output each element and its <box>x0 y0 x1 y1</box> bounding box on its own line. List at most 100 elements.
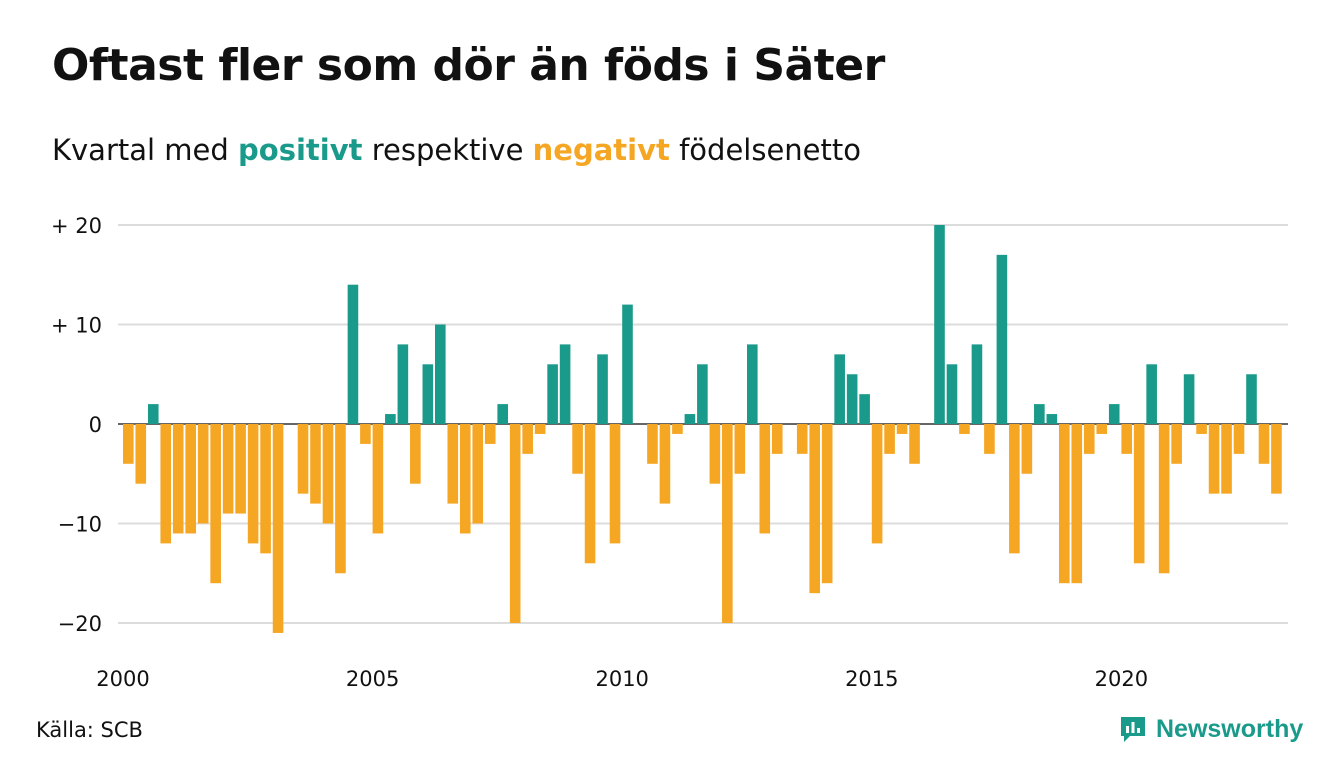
bar <box>1034 404 1045 424</box>
bar <box>959 424 970 434</box>
y-tick-label: + 10 <box>51 314 102 338</box>
bar <box>871 424 883 544</box>
bar <box>147 404 159 424</box>
bar <box>472 424 484 524</box>
bar <box>197 424 209 524</box>
bar <box>1021 424 1033 474</box>
bar <box>659 424 671 504</box>
chart-subtitle: Kvartal med positivt respektive negativt… <box>52 133 861 167</box>
bar <box>1009 424 1020 554</box>
bar <box>647 424 658 464</box>
subtitle-suffix: födelsenetto <box>669 133 861 167</box>
bar <box>397 344 409 424</box>
bar <box>435 324 446 424</box>
bar <box>322 424 334 524</box>
bar <box>909 424 920 464</box>
bar <box>484 424 496 444</box>
bar <box>796 424 808 454</box>
bar <box>859 394 870 424</box>
bar <box>459 424 471 534</box>
bar <box>996 254 1008 424</box>
bar <box>834 354 845 424</box>
bar <box>547 364 558 424</box>
bar <box>410 424 421 484</box>
bars <box>123 225 1282 633</box>
x-tick-label: 2010 <box>595 667 648 691</box>
bar <box>335 424 346 574</box>
bar <box>622 304 633 424</box>
bar <box>534 424 546 434</box>
y-tick-label: −10 <box>58 513 102 537</box>
y-tick-label: + 20 <box>51 214 102 238</box>
bar <box>734 424 746 474</box>
bar <box>372 424 384 534</box>
bar <box>1146 364 1157 424</box>
bar <box>597 354 608 424</box>
bar <box>1108 404 1120 424</box>
source-note: Källa: SCB <box>36 718 143 742</box>
x-axis-labels: 2000 2005 2010 2015 2020 <box>96 667 1148 691</box>
bar <box>1196 424 1207 434</box>
bar <box>1046 414 1058 424</box>
bar <box>235 424 246 514</box>
x-tick-label: 2020 <box>1095 667 1148 691</box>
bar <box>809 424 820 594</box>
newsworthy-logo-icon <box>1121 717 1145 742</box>
x-tick-label: 2000 <box>96 667 149 691</box>
bar <box>385 414 396 424</box>
bar <box>747 344 758 424</box>
subtitle-positive: positivt <box>238 133 363 167</box>
bar <box>123 424 134 464</box>
bar <box>1208 424 1220 494</box>
bar <box>1059 424 1070 584</box>
bar <box>672 424 683 434</box>
bar <box>609 424 621 544</box>
bar <box>684 414 696 424</box>
x-tick-label: 2005 <box>346 667 399 691</box>
bar <box>297 424 309 494</box>
bar <box>272 424 284 633</box>
bar <box>1071 424 1083 584</box>
bar <box>884 424 895 454</box>
bar <box>1096 424 1108 434</box>
bar <box>1233 424 1245 454</box>
bar <box>572 424 583 474</box>
bar <box>584 424 596 564</box>
bar <box>1121 424 1132 454</box>
subtitle-middle: respektive <box>362 133 533 167</box>
bar <box>846 374 858 424</box>
bar <box>160 424 172 544</box>
bar <box>1258 424 1270 464</box>
bar <box>1083 424 1095 454</box>
bar <box>509 424 521 623</box>
bar <box>260 424 271 554</box>
subtitle-negative: negativt <box>532 133 670 167</box>
bar <box>1183 374 1195 424</box>
bar <box>771 424 783 454</box>
bar <box>821 424 833 584</box>
bar <box>247 424 259 544</box>
bar <box>422 364 434 424</box>
bar <box>971 344 983 424</box>
brand-name: Newsworthy <box>1156 714 1304 743</box>
bar <box>210 424 221 584</box>
bar <box>172 424 184 534</box>
y-tick-label: −20 <box>58 612 102 636</box>
bar <box>697 364 708 424</box>
bar <box>1171 424 1182 464</box>
bar <box>447 424 459 504</box>
bar <box>1158 424 1170 574</box>
bar <box>1271 424 1282 494</box>
bar <box>360 424 371 444</box>
bar <box>709 424 721 484</box>
bar <box>347 284 359 424</box>
bar <box>1133 424 1145 564</box>
y-axis-labels: + 20 + 10 0 −10 −20 <box>51 214 102 636</box>
bar <box>497 404 508 424</box>
y-tick-label: 0 <box>89 413 102 437</box>
bar <box>185 424 196 534</box>
bar <box>722 424 733 623</box>
bar <box>946 364 958 424</box>
bar <box>934 225 945 424</box>
bar <box>759 424 771 534</box>
